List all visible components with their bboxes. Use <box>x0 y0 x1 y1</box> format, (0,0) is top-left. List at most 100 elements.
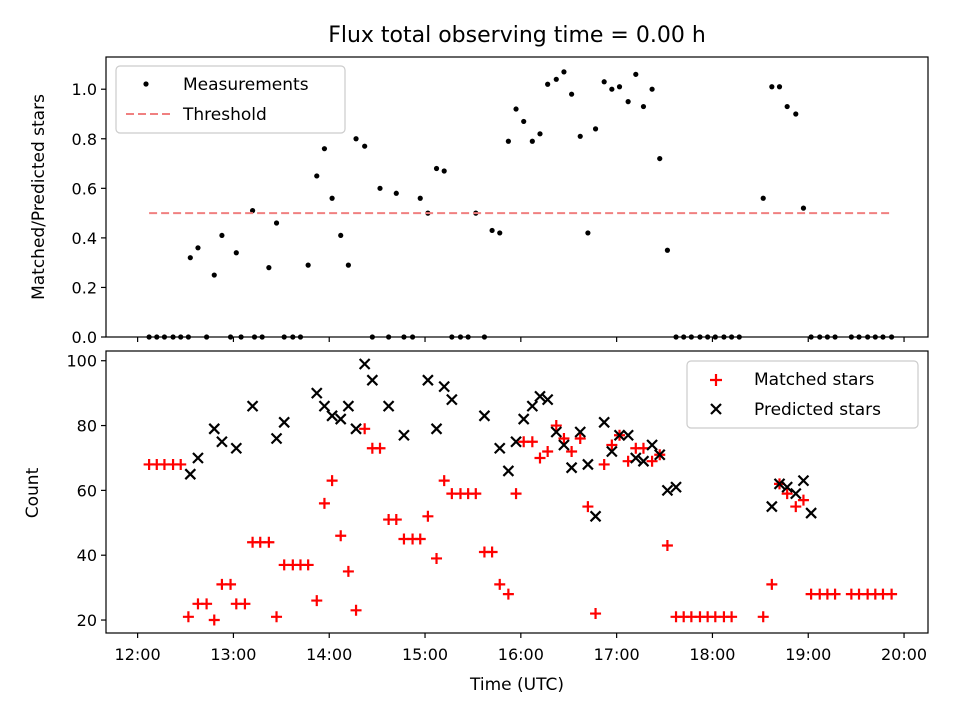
measurement-point <box>776 84 783 90</box>
matched-star-point <box>598 458 610 470</box>
top-y-ticks: 0.0 0.2 0.4 0.6 0.8 1.0 <box>72 80 106 347</box>
measurement-point <box>219 232 225 239</box>
predicted-star-point <box>661 484 674 497</box>
measurement-point <box>338 232 344 239</box>
measurement-point <box>633 71 639 77</box>
matched-star-point <box>726 611 738 623</box>
measurement-point <box>449 334 455 340</box>
matched-star-point <box>766 578 778 590</box>
measurement-point <box>824 334 831 340</box>
matched-star-point <box>790 501 802 513</box>
measurement-point <box>227 334 234 340</box>
matched-star-point <box>886 588 898 600</box>
measurement-point <box>249 208 256 214</box>
legend-frame <box>115 65 346 134</box>
legend-measurements-marker <box>143 81 149 87</box>
x-tick-label: 17:00 <box>594 645 640 664</box>
bottom-x-ticks: 12:00 13:00 14:00 15:00 16:00 17:00 18:00 19:00… <box>115 633 927 664</box>
measurement-point <box>769 84 775 90</box>
measurement-point <box>888 334 895 340</box>
predicted-star-point <box>646 439 658 451</box>
measurement-point <box>187 255 193 261</box>
measurement-point <box>569 91 575 97</box>
matched-star-point <box>534 452 546 464</box>
measurement-point <box>441 168 447 174</box>
measurement-point <box>577 133 583 139</box>
x-tick-label: 12:00 <box>115 645 161 664</box>
y-tick-label: 40 <box>77 546 97 565</box>
measurement-point <box>314 173 320 179</box>
measurement-point <box>513 106 519 112</box>
predicted-star-point <box>326 410 338 422</box>
y-tick-label: 0.8 <box>72 130 97 149</box>
predicted-star-point <box>246 400 259 412</box>
matched-star-point <box>470 488 482 500</box>
predicted-star-point <box>517 413 530 425</box>
predicted-star-point <box>358 358 371 370</box>
legend-measurements-label: Measurements <box>183 75 309 95</box>
measurement-point <box>880 334 886 340</box>
measurement-point <box>497 230 503 236</box>
matched-star-point <box>542 445 554 457</box>
predicted-star-point <box>438 380 450 393</box>
y-tick-label: 1.0 <box>72 80 97 99</box>
measurement-point <box>865 334 871 340</box>
measurement-point <box>266 265 272 271</box>
predicted-star-point <box>598 416 610 429</box>
legend-threshold-label: Threshold <box>182 105 267 125</box>
measurement-point <box>784 103 790 110</box>
measurement-point <box>362 143 368 149</box>
measurement-point <box>386 334 392 340</box>
predicted-star-point <box>216 435 228 448</box>
predicted-star-point <box>797 474 810 487</box>
predicted-star-point <box>493 442 506 455</box>
predicted-star-point <box>630 452 642 464</box>
measurement-point <box>297 334 304 340</box>
measurement-point <box>353 136 359 142</box>
matched-star-point <box>342 565 354 577</box>
measurement-point <box>640 103 647 110</box>
matched-star-point <box>350 604 362 616</box>
matched-star-point <box>590 608 602 620</box>
predicted-star-point <box>565 461 578 474</box>
predicted-star-point <box>766 500 778 513</box>
bottom-legend: Matched stars Predicted stars <box>686 360 919 429</box>
predicted-star-point <box>653 448 666 461</box>
measurement-point <box>409 334 416 340</box>
bottom-plot-frame <box>105 350 929 634</box>
predicted-star-point <box>502 465 515 477</box>
predicted-star-point <box>478 410 491 422</box>
measurement-point <box>195 245 201 251</box>
matched-star-point <box>359 423 371 435</box>
measurement-point <box>649 86 655 92</box>
top-x-ticks <box>137 337 905 342</box>
predicted-star-point <box>350 423 362 435</box>
measurement-point <box>545 81 551 87</box>
measurement-point <box>290 334 296 340</box>
predicted-star-point <box>510 435 522 448</box>
matched-star-point <box>526 436 538 448</box>
y-tick-label: 60 <box>77 481 97 500</box>
measurement-point <box>401 334 407 340</box>
measurement-point <box>712 334 718 340</box>
x-tick-label: 14:00 <box>306 645 352 664</box>
measurement-point <box>808 334 814 340</box>
matched-star-point <box>326 475 338 487</box>
matched-star-point <box>182 611 194 623</box>
predicted-star-point <box>446 393 458 406</box>
measurement-point <box>305 262 311 268</box>
measurement-point <box>465 334 471 340</box>
measurement-point <box>481 334 488 340</box>
predicted-star-point <box>613 429 626 442</box>
measurement-point <box>697 334 703 340</box>
predicted-star-point <box>366 374 379 386</box>
measurement-point <box>321 146 328 152</box>
predicted-star-point <box>805 507 817 519</box>
predicted-star-point <box>589 510 602 523</box>
matched-star-point <box>646 455 658 467</box>
measurement-point <box>681 334 687 340</box>
matched-star-point <box>374 442 386 454</box>
measurement-point <box>688 334 694 340</box>
measurement-point <box>233 250 239 256</box>
measurement-point <box>329 195 335 201</box>
